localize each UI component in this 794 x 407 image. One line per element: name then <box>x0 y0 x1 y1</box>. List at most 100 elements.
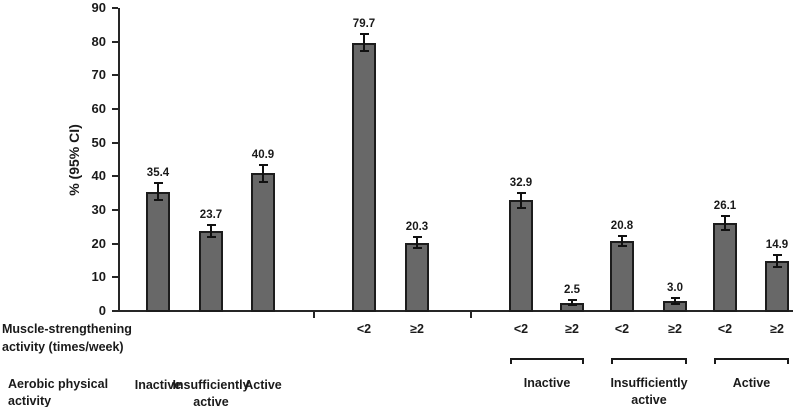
y-tick-label: 30 <box>91 202 106 217</box>
error-bar-cap-bottom <box>412 247 422 250</box>
error-bar-cap-top <box>153 182 163 185</box>
error-bar-line <box>262 164 264 182</box>
y-tick-label: 80 <box>91 33 106 49</box>
x-axis-line <box>118 310 793 312</box>
bar <box>765 260 789 312</box>
bar-value-label: 14.9 <box>765 238 789 251</box>
error-bar-cap-top <box>258 163 268 166</box>
aerobic-group-label: Insufficiently active <box>610 376 688 407</box>
bar-value-label: 2.5 <box>564 283 580 296</box>
muscle-frequency-label: <2 <box>717 322 733 336</box>
bar-value-label: 32.9 <box>509 176 533 189</box>
error-bar-cap-bottom <box>670 302 680 305</box>
y-axis-tick <box>112 141 118 144</box>
y-axis-line <box>118 8 120 312</box>
bar-value-label: 20.3 <box>405 220 429 233</box>
error-bar-cap-top <box>516 191 526 194</box>
muscle-row-header-line1: Muscle-strengthening <box>2 322 132 336</box>
error-bar-line <box>674 298 676 304</box>
muscle-frequency-label: ≥2 <box>565 322 579 336</box>
error-bar-cap-bottom <box>567 304 577 307</box>
error-bar-cap-bottom <box>359 50 369 53</box>
y-axis-tick <box>112 7 118 9</box>
error-bar-line <box>157 183 159 201</box>
muscle-row-header: Muscle-strengthening activity (times/wee… <box>2 320 132 356</box>
y-axis-tick <box>112 242 118 245</box>
error-bar-cap-bottom <box>258 180 268 183</box>
error-bar-cap-top <box>412 235 422 238</box>
group-bracket <box>611 358 687 364</box>
muscle-frequency-label: <2 <box>513 322 529 336</box>
y-axis-tick <box>112 74 118 77</box>
bar <box>405 242 429 312</box>
bar-value-label: 23.7 <box>199 209 223 222</box>
y-axis-tick <box>112 310 118 312</box>
error-bar-cap-bottom <box>516 206 526 209</box>
error-bar-line <box>621 235 623 247</box>
y-tick-label: 70 <box>91 67 106 83</box>
bar <box>146 191 170 312</box>
aerobic-row-header: Aerobic physical activity <box>8 376 108 407</box>
bar <box>352 42 376 312</box>
bar-value-label: 20.8 <box>610 219 634 232</box>
error-bar-line <box>724 216 726 230</box>
y-axis-tick <box>112 108 118 110</box>
bar-value-label: 40.9 <box>251 148 275 161</box>
muscle-frequency-label: <2 <box>356 322 372 336</box>
error-bar-cap-bottom <box>720 228 730 231</box>
aerobic-category-label: Active <box>244 378 282 392</box>
error-bar-cap-bottom <box>772 265 782 268</box>
error-bar-cap-top <box>206 224 216 227</box>
error-bar-cap-bottom <box>206 236 216 239</box>
aerobic-row-header-line1: Aerobic physical <box>8 377 109 391</box>
bar-value-label: 26.1 <box>713 200 737 213</box>
bar <box>509 200 533 312</box>
aerobic-group-label: Inactive <box>523 376 571 390</box>
group-bracket <box>714 358 789 364</box>
bar-value-label: 35.4 <box>146 167 170 180</box>
y-axis-tick <box>112 276 118 279</box>
y-tick-label: 90 <box>91 0 106 15</box>
aerobic-category-label: Insufficiently active <box>172 378 250 407</box>
y-tick-label: 10 <box>91 269 106 285</box>
bar <box>610 240 634 312</box>
y-tick-label: 0 <box>98 303 106 318</box>
error-bar-cap-bottom <box>617 245 627 248</box>
x-axis-group-tick <box>470 312 472 318</box>
bar <box>251 173 275 312</box>
bar <box>713 223 737 312</box>
error-bar-line <box>363 34 365 52</box>
error-bar-line <box>520 192 522 208</box>
y-axis-tick <box>112 40 118 43</box>
y-tick-label: 50 <box>91 134 106 150</box>
aerobic-category-label: Inactive <box>134 378 182 392</box>
error-bar-line <box>776 254 778 267</box>
y-tick-label: 20 <box>91 235 106 251</box>
aerobic-row-header-line2: activity <box>8 394 52 407</box>
y-axis-tick <box>112 209 118 211</box>
group-bracket <box>510 358 584 364</box>
muscle-frequency-label: ≥2 <box>770 322 784 336</box>
error-bar-cap-top <box>670 297 680 300</box>
error-bar-cap-top <box>720 215 730 218</box>
error-bar-cap-top <box>567 298 577 301</box>
muscle-frequency-label: <2 <box>614 322 630 336</box>
error-bar-line <box>210 225 212 238</box>
error-bar-cap-top <box>617 234 627 237</box>
error-bar-line <box>571 299 573 306</box>
aerobic-group-label: Active <box>732 376 771 390</box>
error-bar-cap-top <box>359 33 369 36</box>
error-bar-cap-bottom <box>153 199 163 202</box>
error-bar-line <box>416 236 418 249</box>
muscle-row-header-line2: activity (times/week) <box>2 340 124 354</box>
muscle-frequency-label: ≥2 <box>410 322 424 336</box>
y-tick-label: 40 <box>91 168 106 184</box>
muscle-frequency-label: ≥2 <box>668 322 682 336</box>
error-bar-cap-top <box>772 253 782 256</box>
y-axis-tick <box>112 175 118 178</box>
bar-value-label: 3.0 <box>667 282 683 295</box>
y-tick-label: 60 <box>91 101 106 116</box>
x-axis-group-tick <box>313 312 315 318</box>
bar-value-label: 79.7 <box>352 18 376 31</box>
